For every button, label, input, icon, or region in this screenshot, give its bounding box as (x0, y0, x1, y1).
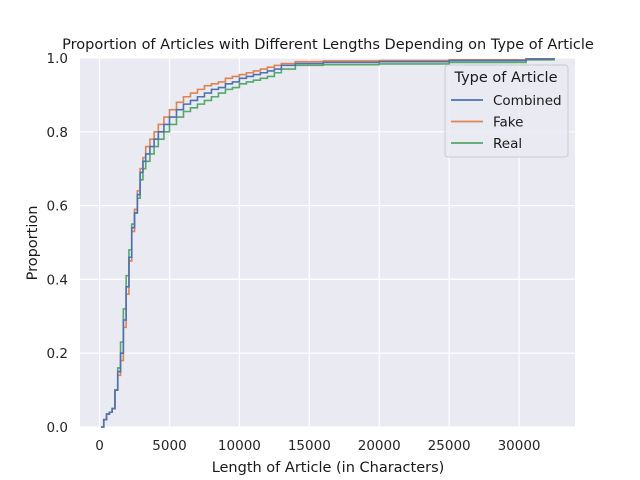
chart-title: Proportion of Articles with Different Le… (62, 37, 594, 53)
legend-item-combined: Combined (493, 93, 562, 109)
y-axis-ticks: 0.0 0.2 0.4 0.6 0.8 1.0 (47, 51, 68, 436)
legend-title: Type of Article (453, 70, 557, 86)
x-tick-label: 0 (95, 438, 104, 454)
y-tick-label: 0.2 (47, 346, 68, 362)
y-tick-label: 0.0 (47, 420, 68, 436)
x-tick-label: 15000 (288, 438, 331, 454)
x-tick-label: 25000 (428, 438, 471, 454)
legend: Type of Article Combined Fake Real (444, 64, 569, 158)
y-tick-label: 0.8 (47, 125, 68, 141)
series-line-real (100, 58, 555, 428)
legend-item-real: Real (493, 136, 522, 152)
x-axis-label: Length of Article (in Characters) (212, 460, 445, 476)
series-line-combined (100, 58, 555, 428)
x-tick-label: 5000 (152, 438, 186, 454)
x-tick-label: 10000 (218, 438, 261, 454)
series-lines (100, 57, 555, 428)
y-tick-label: 0.4 (47, 272, 68, 288)
y-axis-label: Proportion (25, 206, 41, 281)
legend-box (444, 64, 569, 158)
legend-item-fake: Fake (493, 115, 523, 131)
x-axis-ticks: 0 5000 10000 15000 20000 25000 30000 (95, 438, 540, 454)
x-tick-label: 20000 (358, 438, 401, 454)
y-tick-label: 1.0 (47, 51, 68, 67)
x-tick-label: 30000 (498, 438, 541, 454)
y-tick-label: 0.6 (47, 199, 68, 215)
